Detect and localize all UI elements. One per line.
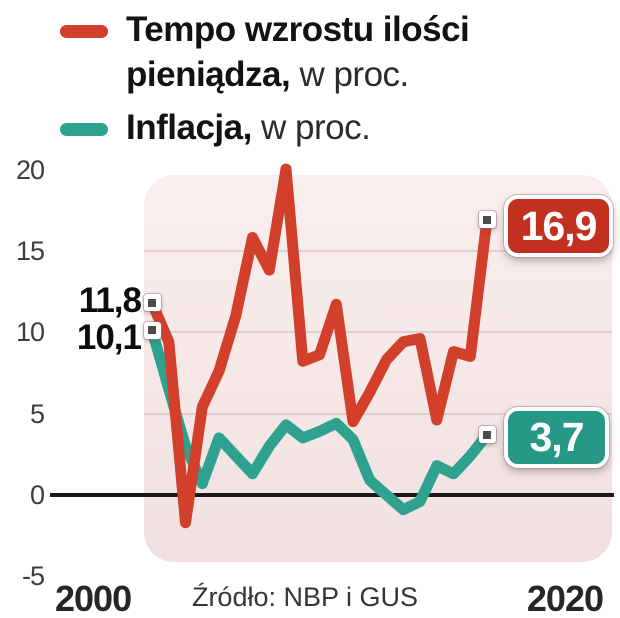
money-series-label-rest: w proc. [290,55,409,94]
money-series-label-bold: Tempo wzrostu ilości pieniądza, [126,10,470,94]
money-end-badge: 16,9 [504,195,613,257]
inflation-start-value: 10,1 [76,318,142,357]
money-series-swatch [60,25,108,38]
money-start-value: 11,8 [78,281,142,320]
inflation-end-badge: 3,7 [504,407,609,468]
y-tick-15: 15 [15,236,45,266]
inflation-series-label-bold: Inflacja, [126,108,252,147]
inflation-end-marker [478,426,496,444]
gridline-10 [144,331,612,333]
y-tick-minus5: -5 [21,561,45,591]
gridline-5 [144,413,612,415]
money-line [146,163,493,529]
inflation-start-marker [143,321,161,339]
inflation-series-label: Inflacja, w proc. [126,105,588,150]
inflation-series-label-rest: w proc. [251,108,371,147]
y-tick-10: 10 [15,317,45,347]
y-tick-5: 5 [29,399,45,429]
source-note: Źródło: NBP i GUS [191,582,419,612]
x-tick-2000: 2000 [55,578,132,618]
inflation-line [146,324,493,516]
zero-baseline [50,493,614,497]
inflation-series-swatch [60,123,108,136]
y-tick-20: 20 [15,155,45,185]
x-tick-2020: 2020 [526,578,604,618]
gridline-15 [144,250,612,252]
money-end-marker [478,211,496,229]
money-start-marker [143,294,161,312]
money-series-label: Tempo wzrostu ilości pieniądza, w proc. [126,7,588,97]
y-tick-0: 0 [29,480,45,510]
